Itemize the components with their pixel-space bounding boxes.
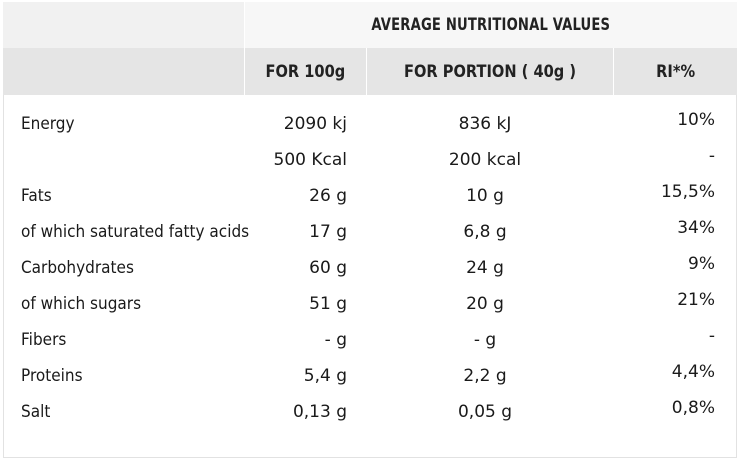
header-ri: RI*%: [614, 48, 737, 95]
value-per-100g: 26 g: [309, 186, 347, 206]
nutrient-name: of which saturated fatty acids: [21, 222, 250, 242]
header-per-100g-label: FOR 100g: [265, 61, 346, 82]
nutrient-name: Salt: [21, 402, 51, 422]
value-per-100g: 60 g: [309, 258, 347, 278]
value-ri-percent: 9%: [688, 254, 715, 274]
column-divider: [244, 2, 245, 95]
empty-header-cell: [3, 2, 244, 48]
value-per-portion: - g: [473, 330, 497, 350]
value-ri-percent: 10%: [677, 110, 715, 130]
table-row: of which sugars 51 g 20 g 21%: [0, 286, 740, 322]
value-per-portion: 836 kJ: [458, 114, 512, 134]
table-row: Energy 2090 kj 836 kJ 10%: [0, 106, 740, 142]
nutrient-name-cell: Energy: [21, 106, 246, 142]
nutrient-name-cell: of which sugars: [21, 286, 246, 322]
nutrient-name-cell: Salt: [21, 394, 246, 430]
value-per-portion: 0,05 g: [457, 402, 513, 422]
table-title-cell: AVERAGE NUTRITIONAL VALUES: [245, 2, 737, 48]
value-ri-percent: 15,5%: [660, 182, 715, 202]
nutrient-name: Fibers: [21, 330, 67, 350]
table-row: Carbohydrates 60 g 24 g 9%: [0, 250, 740, 286]
header-per-portion: FOR PORTION ( 40g ): [367, 48, 613, 95]
nutrient-name-cell: Fats: [21, 178, 246, 214]
header-per-portion-label: FOR PORTION ( 40g ): [403, 61, 577, 82]
nutrient-name-cell: Carbohydrates: [21, 250, 246, 286]
nutrient-name: of which sugars: [21, 294, 142, 314]
value-per-portion: 20 g: [466, 294, 504, 314]
table-row: Salt 0,13 g 0,05 g 0,8%: [0, 394, 740, 430]
value-per-100g: 0,13 g: [292, 402, 347, 422]
value-per-100g: 17 g: [309, 222, 347, 242]
table-row: Fibers - g - g -: [0, 322, 740, 358]
column-header-row: [3, 48, 737, 95]
value-per-portion: 2,2 g: [463, 366, 507, 386]
table-title: AVERAGE NUTRITIONAL VALUES: [371, 15, 611, 35]
table-row: Proteins 5,4 g 2,2 g 4,4%: [0, 358, 740, 394]
header-ri-label: RI*%: [656, 61, 695, 82]
nutrient-name: Energy: [21, 114, 75, 134]
value-per-portion: 200 kcal: [448, 150, 522, 170]
value-ri-percent: 34%: [677, 218, 715, 238]
table-row: Fats 26 g 10 g 15,5%: [0, 178, 740, 214]
value-per-100g: - g: [324, 330, 347, 350]
value-ri-percent: -: [708, 146, 715, 166]
value-per-portion: 24 g: [466, 258, 504, 278]
nutrient-name: Proteins: [21, 366, 83, 386]
value-per-portion: 10 g: [466, 186, 504, 206]
nutrient-name-cell: of which saturated fatty acids: [21, 214, 250, 250]
header-per-100g: FOR 100g: [245, 48, 366, 95]
table-row: 500 Kcal 200 kcal -: [0, 142, 740, 178]
nutrient-name-cell: Fibers: [21, 322, 246, 358]
table-row: of which saturated fatty acids 17 g 6,8 g 3…: [0, 214, 740, 250]
value-ri-percent: 21%: [677, 290, 715, 310]
column-divider: [613, 48, 614, 95]
value-per-portion: 6,8 g: [463, 222, 507, 242]
value-per-100g: 5,4 g: [303, 366, 347, 386]
value-per-100g: 2090 kj: [283, 114, 347, 134]
column-divider: [366, 48, 367, 95]
nutrient-name: Fats: [21, 186, 52, 206]
value-per-100g: 500 Kcal: [273, 150, 348, 170]
value-per-100g: 51 g: [309, 294, 347, 314]
value-ri-percent: 4,4%: [671, 362, 715, 382]
value-ri-percent: 0,8%: [671, 398, 715, 418]
value-ri-percent: -: [708, 326, 715, 346]
nutrient-name-cell: [21, 142, 246, 178]
nutrient-name: Carbohydrates: [21, 258, 134, 278]
nutrient-name-cell: Proteins: [21, 358, 246, 394]
